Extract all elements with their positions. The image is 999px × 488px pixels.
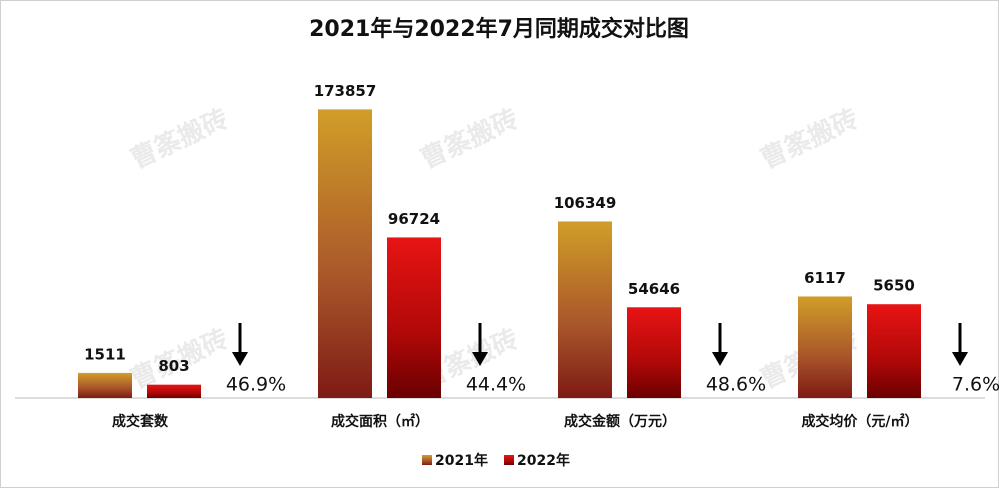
value-label: 54646 (628, 280, 680, 298)
value-label: 1511 (84, 345, 126, 363)
change-label: 48.6% (706, 374, 766, 396)
legend-label: 2021年 (435, 452, 488, 469)
change-label: 46.9% (226, 374, 286, 396)
value-label: 5650 (873, 277, 915, 295)
down-arrow-head (952, 352, 968, 366)
bar (78, 372, 132, 398)
value-label: 803 (158, 357, 189, 375)
bar (387, 237, 441, 398)
bar (798, 296, 852, 398)
value-label: 6117 (804, 269, 846, 287)
x-tick-label: 成交面积（㎡） (331, 413, 429, 430)
bar (627, 307, 681, 398)
value-label: 106349 (554, 194, 617, 212)
bar (147, 384, 201, 398)
down-arrow-head (472, 352, 488, 366)
legend-swatch (504, 455, 514, 465)
legend-swatch (422, 455, 432, 465)
x-tick-label: 成交套数 (112, 413, 169, 430)
change-label: 7.6% (952, 374, 999, 396)
x-tick-label: 成交金额（万元） (564, 413, 676, 430)
chart-title: 2021年与2022年7月同期成交对比图 (309, 16, 689, 42)
value-label: 173857 (314, 82, 377, 100)
bar (867, 304, 921, 398)
down-arrow-head (712, 352, 728, 366)
bar (318, 109, 372, 399)
bar (558, 221, 612, 398)
change-label: 44.4% (466, 374, 526, 396)
down-arrow-head (232, 352, 248, 366)
x-tick-label: 成交均价（元/㎡） (801, 413, 918, 430)
value-label: 96724 (388, 210, 440, 228)
legend-label: 2022年 (517, 452, 570, 469)
